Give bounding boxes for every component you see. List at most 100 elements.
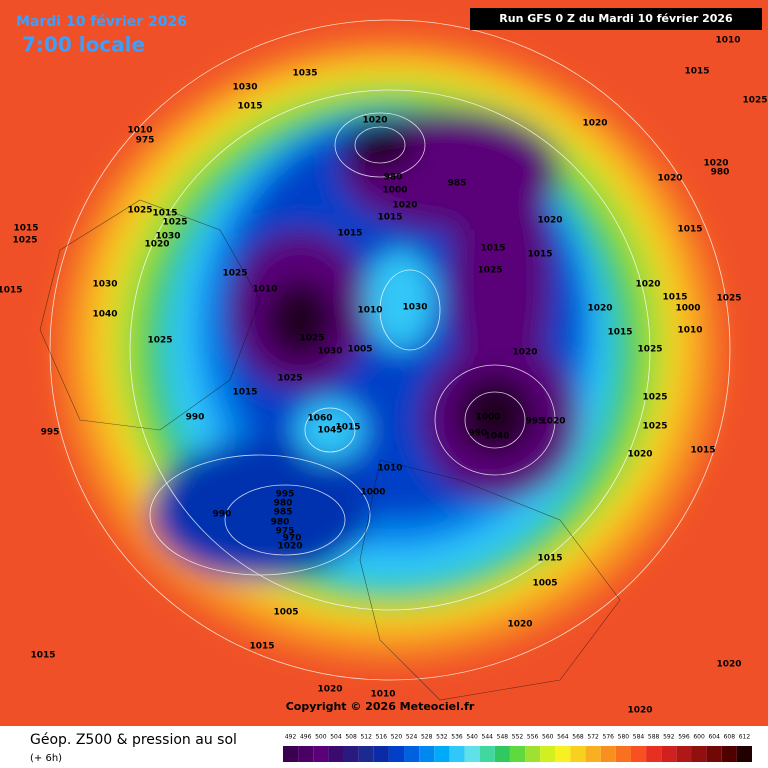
pressure-label: 1015 bbox=[249, 642, 274, 652]
pressure-label: 975 bbox=[136, 136, 155, 146]
pressure-label: 1020 bbox=[582, 119, 607, 129]
pressure-label: 985 bbox=[274, 508, 293, 518]
colorbar-label: 524 bbox=[406, 734, 418, 741]
colorbar-swatch bbox=[328, 746, 344, 762]
colorbar-swatch bbox=[479, 746, 495, 762]
pressure-label: 1025 bbox=[742, 96, 767, 106]
pressure-label: 1020 bbox=[512, 348, 537, 358]
pressure-label: 980 bbox=[384, 173, 403, 183]
pressure-label: 985 bbox=[448, 179, 467, 189]
colorbar-swatch bbox=[615, 746, 631, 762]
colorbar-swatch bbox=[464, 746, 480, 762]
pressure-label: 1025 bbox=[477, 266, 502, 276]
pressure-label: 990 bbox=[186, 413, 205, 423]
pressure-label: 1015 bbox=[684, 67, 709, 77]
pressure-label: 1015 bbox=[237, 102, 262, 112]
colorbar-label: 596 bbox=[678, 734, 690, 741]
pressure-label: 1005 bbox=[347, 345, 372, 355]
colorbar-label: 516 bbox=[376, 734, 388, 741]
pressure-label: 1025 bbox=[637, 345, 662, 355]
colorbar-label: 552 bbox=[512, 734, 524, 741]
pressure-label: 1030 bbox=[402, 303, 427, 313]
colorbar-label: 496 bbox=[300, 734, 312, 741]
run-box bbox=[470, 8, 762, 30]
pressure-label: 1015 bbox=[527, 250, 552, 260]
pressure-label: 1005 bbox=[273, 608, 298, 618]
colorbar-label: 580 bbox=[618, 734, 630, 741]
pressure-label: 1025 bbox=[299, 334, 324, 344]
pressure-label: 1020 bbox=[587, 304, 612, 314]
pressure-label: 1015 bbox=[335, 423, 360, 433]
colorbar-swatch bbox=[358, 746, 374, 762]
colorbar-swatch bbox=[404, 746, 420, 762]
footer-title: Géop. Z500 & pression au sol bbox=[30, 732, 237, 748]
colorbar-swatch bbox=[691, 746, 707, 762]
colorbar-swatch bbox=[509, 746, 526, 762]
pressure-label: 1020 bbox=[703, 159, 728, 169]
colorbar-swatch bbox=[283, 746, 299, 762]
colorbar-label: 492 bbox=[285, 734, 297, 741]
pressure-label: 1015 bbox=[13, 224, 38, 234]
pressure-label: 1030 bbox=[232, 83, 257, 93]
date: Mardi 10 février 2026 bbox=[16, 14, 187, 30]
pressure-label: 1015 bbox=[377, 213, 402, 223]
colorbar-label: 576 bbox=[603, 734, 615, 741]
colorbar-swatch bbox=[630, 746, 647, 762]
pressure-label: 1025 bbox=[642, 422, 667, 432]
colorbar-label: 532 bbox=[436, 734, 448, 741]
pressure-label: 975 bbox=[276, 527, 295, 537]
pressure-label: 1010 bbox=[677, 326, 702, 336]
colorbar-swatch bbox=[570, 746, 586, 762]
pressure-label: 970 bbox=[283, 534, 302, 544]
colorbar-label: 568 bbox=[572, 734, 584, 741]
colorbar-label: 588 bbox=[648, 734, 660, 741]
colorbar-label: 508 bbox=[345, 734, 357, 741]
pressure-label: 1020 bbox=[627, 450, 652, 460]
colorbar-label: 584 bbox=[633, 734, 645, 741]
pressure-label: 1040 bbox=[484, 432, 509, 442]
time: 7:00 locale bbox=[22, 33, 145, 57]
pressure-label: 1020 bbox=[277, 542, 302, 552]
colorbar-label: 540 bbox=[466, 734, 478, 741]
pressure-label: 980 bbox=[271, 518, 290, 528]
pressure-label: 1015 bbox=[690, 446, 715, 456]
colorbar-swatch bbox=[373, 746, 389, 762]
footer: Géop. Z500 & pression au sol (+ 6h) 492 4… bbox=[30, 732, 752, 764]
colorbar-swatch bbox=[736, 746, 752, 762]
pressure-label: 1015 bbox=[607, 328, 632, 338]
pressure-label: 1025 bbox=[277, 374, 302, 384]
map: Run GFS 0 Z du Mardi 10 février 2026 Mar… bbox=[0, 0, 768, 726]
pressure-label: 1010 bbox=[357, 306, 382, 316]
colorbar-label: 604 bbox=[708, 734, 720, 741]
pressure-label: 1010 bbox=[252, 285, 277, 295]
colorbar: 492 496 500 504 508 512 516 520 524 528 532 536 540 5… bbox=[283, 734, 752, 762]
pressure-label: 1020 bbox=[144, 240, 169, 250]
colorbar-label: 572 bbox=[587, 734, 599, 741]
pressure-label: 1030 bbox=[317, 347, 342, 357]
pressure-label: 1000 bbox=[360, 488, 385, 498]
colorbar-label: 520 bbox=[391, 734, 403, 741]
colorbar-swatch bbox=[313, 746, 329, 762]
pressure-label: 1015 bbox=[0, 286, 23, 296]
pressure-label: 1020 bbox=[627, 706, 652, 716]
pressure-label: 1040 bbox=[92, 310, 117, 320]
pressure-label: 980 bbox=[274, 499, 293, 509]
pressure-label: 990 bbox=[213, 510, 232, 520]
pressure-label: 1020 bbox=[537, 216, 562, 226]
pressure-label: 980 bbox=[711, 168, 730, 178]
pressure-label: 995 bbox=[41, 428, 60, 438]
colorbar-label: 564 bbox=[557, 734, 569, 741]
pressure-label: 1000 bbox=[382, 186, 407, 196]
pressure-label: 995 bbox=[526, 417, 545, 427]
pressure-label: 995 bbox=[276, 490, 295, 500]
pressure-label: 1000 bbox=[475, 413, 500, 423]
pressure-label: 1020 bbox=[362, 116, 387, 126]
colorbar-label: 548 bbox=[497, 734, 509, 741]
pressure-label: 1015 bbox=[337, 229, 362, 239]
colorbar-swatch bbox=[388, 746, 405, 762]
pressure-label: 1030 bbox=[92, 280, 117, 290]
colorbar-swatch bbox=[449, 746, 465, 762]
pressure-label: 1015 bbox=[480, 244, 505, 254]
